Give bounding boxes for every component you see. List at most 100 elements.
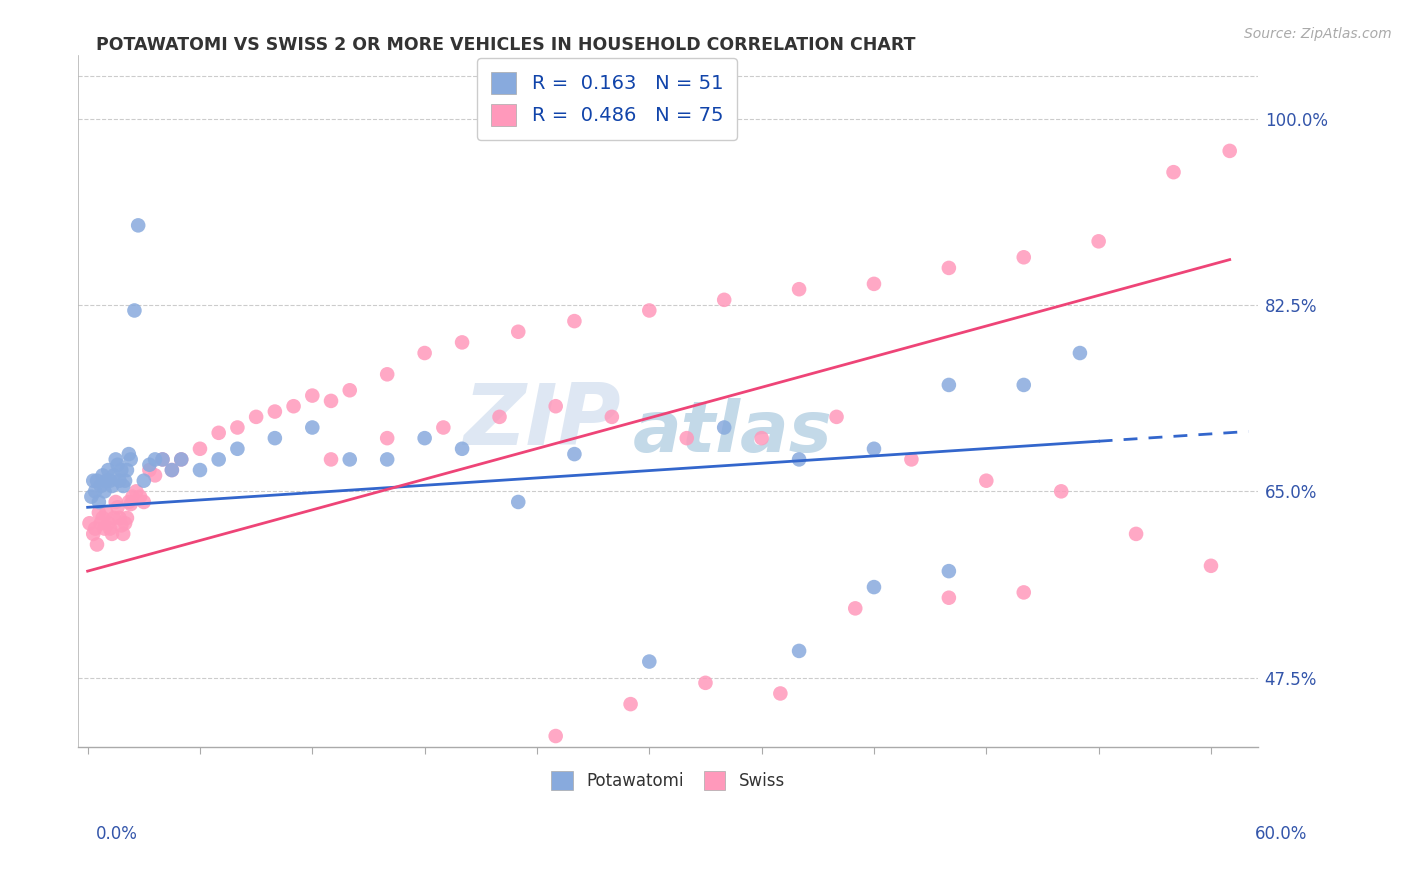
Point bbox=[976, 474, 998, 488]
Point bbox=[103, 511, 125, 525]
Point bbox=[120, 452, 142, 467]
Point bbox=[713, 293, 735, 307]
Point bbox=[208, 425, 231, 440]
Point bbox=[108, 511, 131, 525]
Point bbox=[93, 484, 115, 499]
Point bbox=[787, 282, 810, 296]
Point bbox=[118, 495, 141, 509]
Point bbox=[143, 468, 166, 483]
Point bbox=[104, 452, 127, 467]
Point bbox=[863, 277, 886, 291]
Point bbox=[508, 495, 530, 509]
Point bbox=[413, 431, 436, 445]
Point bbox=[115, 511, 138, 525]
Point bbox=[87, 506, 110, 520]
Point bbox=[564, 314, 586, 328]
Point bbox=[114, 474, 136, 488]
Point bbox=[84, 522, 107, 536]
Point bbox=[319, 452, 342, 467]
Point bbox=[91, 468, 114, 483]
Point bbox=[488, 409, 510, 424]
Point bbox=[619, 697, 641, 711]
Point bbox=[226, 442, 249, 456]
Point bbox=[825, 409, 848, 424]
Point bbox=[79, 516, 101, 531]
Point bbox=[638, 303, 661, 318]
Point bbox=[301, 388, 323, 402]
Point bbox=[544, 399, 567, 413]
Point bbox=[107, 500, 129, 515]
Point bbox=[188, 442, 211, 456]
Point bbox=[132, 495, 155, 509]
Point bbox=[170, 452, 193, 467]
Point bbox=[451, 442, 474, 456]
Text: 60.0%: 60.0% bbox=[1256, 825, 1308, 843]
Point bbox=[339, 384, 361, 398]
Point bbox=[564, 447, 586, 461]
Point bbox=[375, 431, 398, 445]
Point bbox=[160, 463, 183, 477]
Point bbox=[107, 458, 129, 472]
Text: POTAWATOMI VS SWISS 2 OR MORE VEHICLES IN HOUSEHOLD CORRELATION CHART: POTAWATOMI VS SWISS 2 OR MORE VEHICLES I… bbox=[96, 36, 915, 54]
Point bbox=[375, 452, 398, 467]
Point bbox=[97, 516, 120, 531]
Point bbox=[115, 463, 138, 477]
Point bbox=[91, 511, 114, 525]
Point bbox=[938, 378, 960, 392]
Text: 0.0%: 0.0% bbox=[96, 825, 138, 843]
Point bbox=[508, 325, 530, 339]
Point bbox=[432, 420, 454, 434]
Point bbox=[97, 463, 120, 477]
Point bbox=[1163, 165, 1185, 179]
Point bbox=[283, 399, 305, 413]
Point bbox=[301, 420, 323, 434]
Point bbox=[86, 537, 108, 551]
Point bbox=[101, 527, 124, 541]
Point bbox=[152, 452, 174, 467]
Point bbox=[101, 479, 124, 493]
Point bbox=[112, 527, 135, 541]
Point bbox=[188, 463, 211, 477]
Point bbox=[98, 474, 121, 488]
Point bbox=[132, 474, 155, 488]
Point bbox=[938, 564, 960, 578]
Point bbox=[121, 490, 143, 504]
Point bbox=[114, 516, 136, 531]
Text: Source: ZipAtlas.com: Source: ZipAtlas.com bbox=[1244, 27, 1392, 41]
Point bbox=[152, 452, 174, 467]
Legend: Potawatomi, Swiss: Potawatomi, Swiss bbox=[544, 764, 792, 797]
Point bbox=[787, 644, 810, 658]
Point bbox=[1069, 346, 1091, 360]
Point bbox=[82, 527, 104, 541]
Point bbox=[769, 686, 792, 700]
Text: ZIP: ZIP bbox=[463, 380, 621, 463]
Point bbox=[263, 404, 285, 418]
Point bbox=[1012, 585, 1035, 599]
Point bbox=[129, 490, 152, 504]
Point bbox=[1012, 378, 1035, 392]
Point bbox=[96, 506, 118, 520]
Point bbox=[900, 452, 922, 467]
Point bbox=[245, 409, 267, 424]
Point bbox=[93, 522, 115, 536]
Point bbox=[413, 346, 436, 360]
Point bbox=[124, 303, 146, 318]
Point bbox=[713, 420, 735, 434]
Point bbox=[695, 676, 717, 690]
Point bbox=[544, 729, 567, 743]
Point bbox=[82, 474, 104, 488]
Point bbox=[90, 516, 112, 531]
Point bbox=[138, 458, 160, 472]
Point bbox=[120, 497, 142, 511]
Point bbox=[143, 452, 166, 467]
Point bbox=[319, 393, 342, 408]
Point bbox=[84, 484, 107, 499]
Point bbox=[1199, 558, 1222, 573]
Point bbox=[1050, 484, 1073, 499]
Point bbox=[118, 447, 141, 461]
Point bbox=[600, 409, 623, 424]
Point bbox=[86, 474, 108, 488]
Point bbox=[226, 420, 249, 434]
Point bbox=[451, 335, 474, 350]
Point bbox=[863, 580, 886, 594]
